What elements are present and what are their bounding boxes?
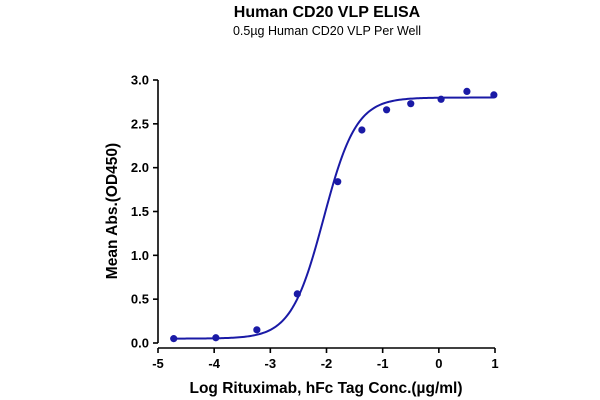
chart-subtitle: 0.5µg Human CD20 VLP Per Well [233,24,421,38]
data-point [212,334,220,342]
y-tick-label: 3.0 [131,73,149,88]
data-point [334,178,342,186]
data-points [170,87,498,343]
data-point [170,335,178,343]
fit-curve [173,96,494,340]
data-point [407,100,415,108]
axes [157,80,495,349]
data-point [490,91,498,99]
x-tick-label: -5 [152,356,164,371]
y-tick-label: 0.0 [131,336,149,351]
data-point [382,106,391,114]
data-point [253,326,261,334]
y-tick-label: 2.0 [131,160,149,175]
x-tick-label: 0 [435,356,442,371]
x-tick-label: -3 [265,356,277,371]
x-tick-label: -2 [321,356,333,371]
y-tick-label: 2.5 [131,116,149,131]
x-tick-label: 1 [491,356,498,371]
y-tick-label: 0.5 [131,292,149,307]
data-point [293,290,301,298]
y-ticks: 0.0 0.5 1.0 1.5 2.0 2.5 3.0 [131,73,158,351]
y-tick-label: 1.5 [131,204,149,219]
y-tick-label: 1.0 [131,248,149,263]
x-ticks: -5 -4 -3 -2 -1 0 1 [152,348,499,371]
data-point [437,95,445,103]
x-tick-label: -4 [208,356,220,371]
data-point [463,87,471,95]
x-tick-label: -1 [377,356,389,371]
y-axis-label: Mean Abs.(OD450) [104,143,121,279]
data-point [358,126,366,134]
x-axis-label: Log Rituximab, hFc Tag Conc.(µg/ml) [190,380,463,397]
chart-title: Human CD20 VLP ELISA [234,4,421,21]
